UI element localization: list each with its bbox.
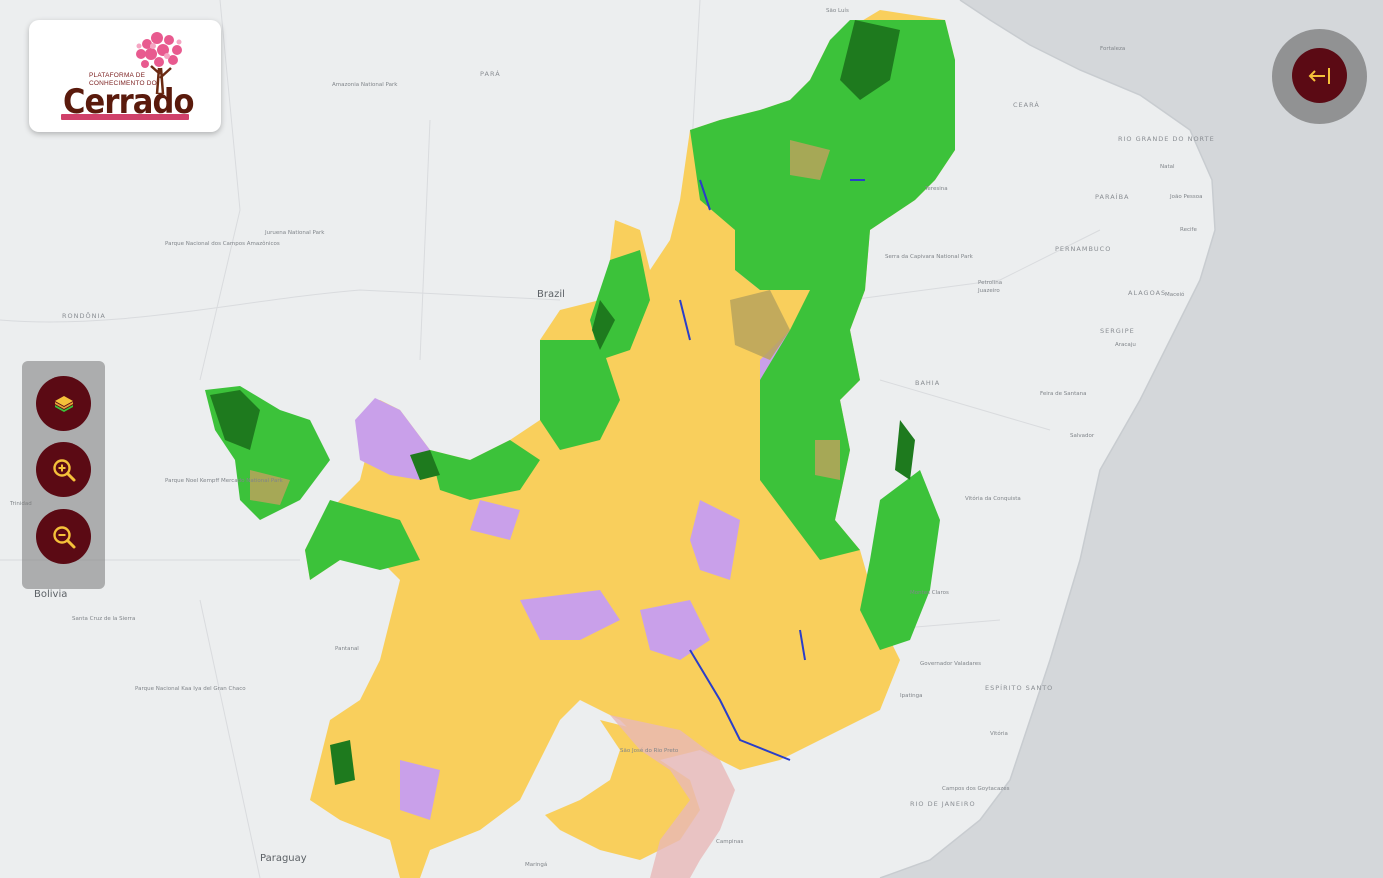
label-juazeiro: Juazeiro — [977, 288, 1000, 294]
water-bodies — [679, 179, 865, 761]
label-ceara: CEARÁ — [1013, 100, 1040, 109]
label-trinidad: Trinidad — [9, 501, 32, 507]
label-santa-cruz: Santa Cruz de la Sierra — [72, 616, 135, 622]
label-juruena-np: Juruena National Park — [264, 230, 325, 236]
label-pernambuco: PERNAMBUCO — [1055, 245, 1111, 253]
label-vitoria-conquista: Vitória da Conquista — [965, 495, 1021, 502]
label-campinas: Campinas — [716, 839, 743, 845]
label-rio-de-janeiro: RIO DE JANEIRO — [910, 800, 976, 808]
label-noel-kempff: Parque Noel Kempff Mercado National Park — [165, 478, 284, 484]
label-teresina: Teresina — [924, 186, 948, 192]
zoom-out-button[interactable] — [36, 509, 91, 564]
mosaic-south — [610, 715, 735, 878]
label-maceio: Maceió — [1165, 291, 1185, 298]
label-campos: Campos dos Goytacazes — [942, 786, 1010, 792]
label-fortaleza: Fortaleza — [1100, 46, 1125, 52]
label-rgn: RIO GRANDE DO NORTE — [1118, 135, 1215, 143]
map-toolbar — [22, 361, 105, 589]
zoom-in-button[interactable] — [36, 442, 91, 497]
label-kaa-iya: Parque Nacional Kaa Iya del Gran Chaco — [135, 686, 246, 692]
label-espirito-santo: ESPÍRITO SANTO — [985, 683, 1053, 692]
label-alagoas: ALAGOAS — [1128, 289, 1166, 297]
ipe-tree-icon — [136, 32, 182, 94]
label-bahia: BAHIA — [915, 379, 940, 387]
savanna-areas — [250, 140, 840, 505]
label-recife: Recife — [1180, 227, 1197, 233]
label-pantanal: Pantanal — [335, 646, 359, 652]
label-para: PARÁ — [480, 69, 501, 78]
panel-toggle-button[interactable] — [1292, 48, 1347, 103]
cerrado-region — [205, 10, 955, 878]
coastline — [879, 0, 1216, 878]
label-sjrp: São José do Rio Preto — [620, 747, 679, 754]
label-amazonia-np: Amazonia National Park — [332, 82, 398, 88]
label-brazil: Brazil — [537, 289, 565, 300]
panel-toggle-container — [1272, 29, 1367, 124]
label-paraguay: Paraguay — [260, 853, 307, 864]
label-feira: Feira de Santana — [1040, 391, 1087, 397]
atlantic-ocean — [880, 0, 1383, 878]
label-natal: Natal — [1160, 164, 1175, 170]
label-capivara: Serra da Capivara National Park — [885, 254, 974, 260]
label-joao-pessoa: João Pessoa — [1169, 194, 1202, 200]
label-salvador: Salvador — [1070, 433, 1095, 439]
agriculture-south — [545, 720, 700, 860]
label-bolivia: Bolivia — [34, 589, 67, 600]
label-vitoria: Vitória — [990, 730, 1008, 737]
label-sao-luis: São Luís — [826, 7, 849, 14]
label-maringa: Maringá — [525, 861, 547, 868]
label-sergipe: SERGIPE — [1100, 327, 1135, 335]
layers-button[interactable] — [36, 376, 91, 431]
logo-line1: PLATAFORMA DE — [89, 72, 146, 79]
label-paraiba: PARAÍBA — [1095, 192, 1129, 201]
map-labels: Brazil Bolivia Paraguay PARÁ RONDÔNIA BA… — [9, 7, 1215, 868]
label-montes-claros: Montes Claros — [910, 590, 949, 596]
logo-line2: CONHECIMENTO DO — [89, 80, 157, 87]
label-gv: Governador Valadares — [920, 661, 981, 667]
label-campos-amazonicos: Parque Nacional dos Campos Amazônicos — [165, 240, 280, 247]
dense-forest-areas — [210, 20, 915, 785]
label-ipatinga: Ipatinga — [900, 693, 923, 699]
collapse-left-icon — [1308, 67, 1330, 84]
zoom-out-icon — [52, 525, 75, 548]
layers-icon — [54, 395, 73, 412]
label-petrolina: Petrolina — [978, 280, 1002, 286]
logo-underline — [61, 114, 189, 120]
label-rondonia: RONDÔNIA — [62, 311, 106, 320]
label-aracaju: Aracaju — [1115, 342, 1136, 348]
zoom-in-icon — [52, 458, 75, 481]
platform-logo[interactable]: PLATAFORMA DE CONHECIMENTO DO Cerrado — [29, 20, 221, 132]
